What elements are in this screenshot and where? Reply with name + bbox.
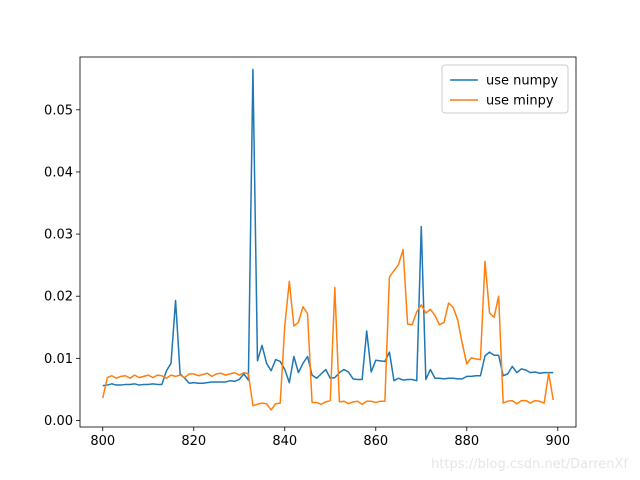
x-tick-label: 900 (545, 434, 570, 449)
legend: use numpy use minpy (441, 64, 569, 114)
x-axis: 800 820 840 860 880 900 (90, 427, 570, 449)
y-tick-label: 0.03 (44, 228, 73, 243)
y-tick-label: 0.04 (44, 165, 73, 180)
x-tick-label: 840 (272, 434, 297, 449)
y-tick-label: 0.05 (44, 103, 73, 118)
series-line-1 (102, 68, 554, 387)
watermark: https://blog.csdn.net/DarrenXf (431, 457, 628, 472)
legend-label-2: use minpy (486, 94, 554, 109)
x-tick-label: 880 (454, 434, 479, 449)
legend-box (441, 64, 569, 114)
y-axis: 0.00 0.01 0.02 0.03 0.04 0.05 (44, 103, 80, 429)
y-tick-label: 0.02 (44, 290, 73, 305)
y-tick-label: 0.01 (44, 352, 73, 367)
series-line-2 (102, 248, 554, 411)
x-tick-label: 820 (181, 434, 206, 449)
y-tick-label: 0.00 (44, 414, 73, 429)
legend-label-1: use numpy (486, 74, 559, 89)
series-lines (102, 68, 554, 411)
x-tick-label: 800 (90, 434, 115, 449)
plot-frame (79, 56, 577, 428)
x-tick-label: 860 (363, 434, 388, 449)
